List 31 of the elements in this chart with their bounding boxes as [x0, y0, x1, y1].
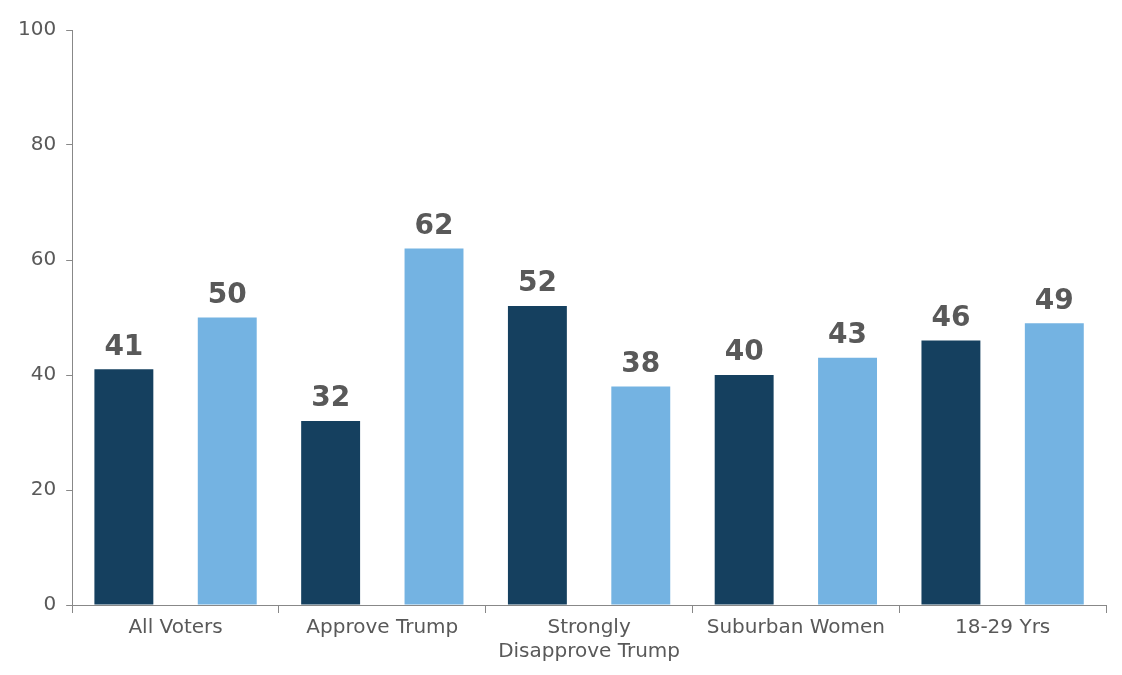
bar: [301, 421, 361, 605]
x-tick-label: 18-29 Yrs: [954, 614, 1051, 639]
data-label: 62: [414, 207, 454, 241]
bar: [197, 317, 257, 605]
y-tick-label: 80: [30, 131, 57, 156]
data-label: 32: [311, 380, 351, 414]
data-label: 40: [724, 334, 764, 368]
x-tick-label: Approve Trump: [306, 614, 459, 639]
x-tick-label: All Voters: [128, 614, 223, 639]
x-tick-label: Suburban Women: [706, 614, 885, 639]
bar: [818, 357, 878, 605]
bar: [921, 340, 981, 605]
data-label: 43: [828, 317, 868, 351]
x-tick-label: Strongly Disapprove Trump: [498, 614, 681, 663]
data-label: 49: [1034, 282, 1074, 316]
y-tick-label: 20: [30, 476, 57, 501]
y-tick-label: 100: [17, 16, 57, 41]
data-label: 46: [931, 299, 971, 333]
bar: [611, 386, 671, 605]
bar: [404, 248, 464, 605]
y-tick-label: 40: [30, 361, 57, 386]
bar: [94, 369, 154, 605]
bar: [1024, 323, 1084, 605]
data-label: 50: [207, 276, 247, 310]
y-tick-label: 0: [43, 591, 57, 616]
data-label: 41: [104, 328, 144, 362]
data-label: 52: [517, 265, 557, 299]
y-tick-label: 60: [30, 246, 57, 271]
bar: [507, 306, 567, 605]
bar: [714, 375, 774, 605]
data-label: 38: [621, 345, 661, 379]
